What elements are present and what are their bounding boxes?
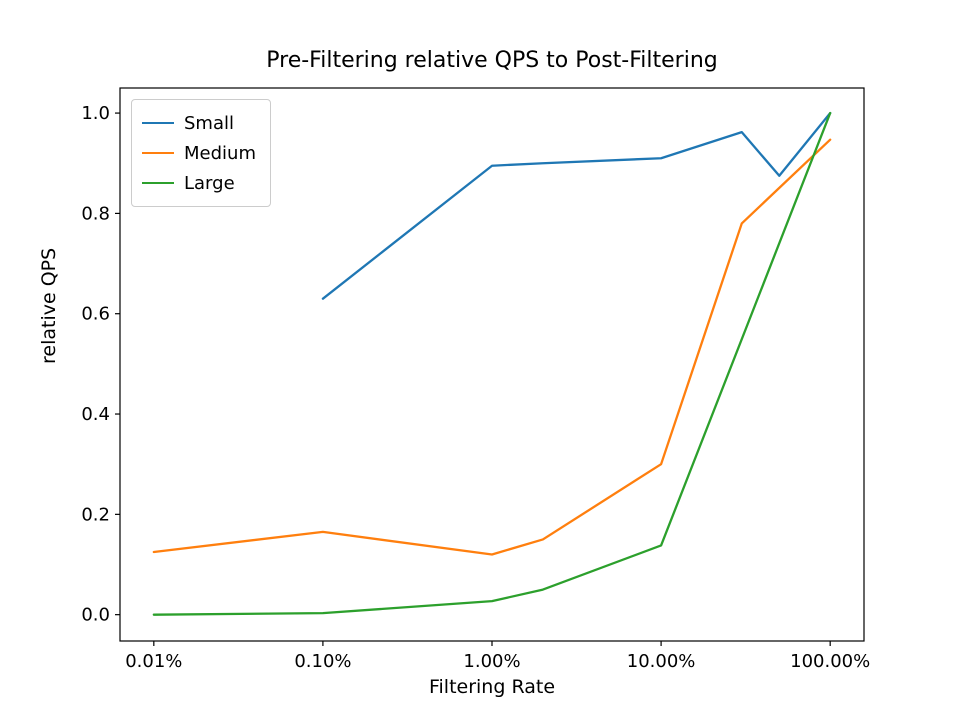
y-tick-label: 0.0 — [81, 605, 110, 626]
legend-line-large — [142, 182, 174, 184]
y-tick-label: 0.8 — [81, 203, 110, 224]
legend-row-large: Large — [142, 168, 256, 198]
legend-row-small: Small — [142, 108, 256, 138]
y-tick-label: 0.4 — [81, 404, 110, 425]
x-tick-label: 10.00% — [627, 651, 696, 672]
legend-label-large: Large — [184, 172, 235, 194]
series-line-small — [321, 111, 832, 300]
chart-title: Pre-Filtering relative QPS to Post-Filte… — [266, 48, 718, 73]
legend-label-medium: Medium — [184, 142, 256, 164]
y-tick-label: 0.2 — [81, 504, 110, 525]
legend-line-small — [142, 122, 174, 124]
x-tick-label: 0.01% — [125, 651, 182, 672]
x-tick-label: 1.00% — [463, 651, 520, 672]
series-line-medium — [152, 138, 832, 556]
legend-label-small: Small — [184, 112, 234, 134]
legend-row-medium: Medium — [142, 138, 256, 168]
legend: Small Medium Large — [131, 99, 271, 207]
x-tick-label: 0.10% — [294, 651, 351, 672]
legend-line-medium — [142, 152, 174, 154]
y-tick-label: 0.6 — [81, 304, 110, 325]
x-axis-label: Filtering Rate — [428, 676, 556, 698]
y-tick-label: 1.0 — [81, 103, 110, 124]
x-tick-label: 100.00% — [790, 651, 870, 672]
series-line-large — [152, 111, 832, 616]
